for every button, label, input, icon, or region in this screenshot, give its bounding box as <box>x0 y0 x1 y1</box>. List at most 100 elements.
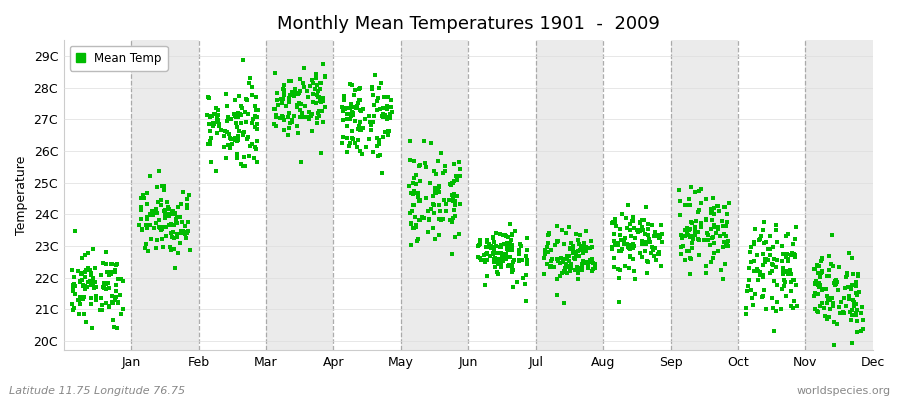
Point <box>814 256 829 262</box>
Point <box>783 279 797 286</box>
Point <box>789 224 804 230</box>
Point <box>513 241 527 248</box>
Point <box>829 281 843 288</box>
Point <box>312 98 327 104</box>
Point <box>674 232 688 238</box>
Point <box>778 292 793 299</box>
Point <box>641 232 655 238</box>
Point <box>283 92 297 99</box>
Point <box>450 177 464 183</box>
Point <box>155 236 169 242</box>
Point <box>712 208 726 214</box>
Point <box>641 226 655 233</box>
Point <box>381 132 395 138</box>
Point <box>412 198 427 204</box>
Point <box>652 251 666 257</box>
Point <box>292 107 307 113</box>
Point <box>277 92 292 98</box>
Point <box>850 292 864 298</box>
Point <box>520 260 535 267</box>
Point <box>406 202 420 208</box>
Point <box>426 201 440 208</box>
Point <box>373 85 387 92</box>
Point <box>788 282 803 288</box>
Point <box>211 112 225 118</box>
Point <box>850 271 865 278</box>
Point <box>405 225 419 231</box>
Point <box>98 249 112 256</box>
Point <box>493 244 508 250</box>
Point <box>309 75 323 81</box>
Point <box>699 216 714 222</box>
Point <box>812 280 826 287</box>
Point <box>141 248 156 254</box>
Point <box>579 260 593 266</box>
Point <box>80 265 94 271</box>
Point <box>144 236 158 242</box>
Point <box>67 281 81 288</box>
Point <box>381 93 395 100</box>
Point <box>270 97 284 104</box>
Point <box>502 240 517 247</box>
Point <box>607 264 621 270</box>
Point <box>505 244 519 251</box>
Point <box>549 238 563 244</box>
Point <box>79 266 94 273</box>
Point <box>518 253 533 259</box>
Point <box>228 96 242 103</box>
Point <box>77 286 92 293</box>
Point <box>140 214 154 220</box>
Point <box>267 106 282 113</box>
Point <box>446 191 461 198</box>
Point <box>204 158 219 165</box>
Point <box>313 80 328 86</box>
Point <box>310 100 324 106</box>
Point <box>482 241 497 247</box>
Point <box>376 114 391 121</box>
Point <box>230 138 245 144</box>
Point <box>236 57 250 64</box>
Point <box>136 192 150 198</box>
Point <box>814 258 828 264</box>
Point <box>170 220 184 226</box>
Point <box>437 168 452 174</box>
Point <box>654 262 669 269</box>
Point <box>683 271 698 277</box>
Point <box>752 236 767 242</box>
Point <box>557 300 572 306</box>
Point <box>81 279 95 285</box>
Point <box>818 286 832 292</box>
Point <box>701 237 716 244</box>
Point <box>418 195 433 202</box>
Point <box>588 265 602 271</box>
Point <box>814 282 828 289</box>
Point <box>770 308 784 314</box>
Point <box>65 266 79 273</box>
Point <box>706 240 721 246</box>
Point <box>639 204 653 210</box>
Point <box>752 269 767 275</box>
Point <box>361 136 375 142</box>
Point <box>758 259 772 266</box>
Point <box>704 210 718 216</box>
Point <box>428 185 442 191</box>
Point <box>181 219 195 226</box>
Point <box>496 231 510 238</box>
Point <box>344 101 358 108</box>
Point <box>84 279 98 285</box>
Point <box>499 232 513 239</box>
Point <box>491 269 505 275</box>
Point <box>250 138 265 144</box>
Point <box>232 128 247 134</box>
Point <box>786 305 800 311</box>
Point <box>219 91 233 98</box>
Point <box>409 221 423 228</box>
Point <box>208 111 222 117</box>
Point <box>434 217 448 223</box>
Point <box>339 116 354 122</box>
Point <box>302 116 317 122</box>
Point <box>615 246 629 252</box>
Point <box>605 244 619 250</box>
Point <box>230 137 245 143</box>
Point <box>721 238 735 244</box>
